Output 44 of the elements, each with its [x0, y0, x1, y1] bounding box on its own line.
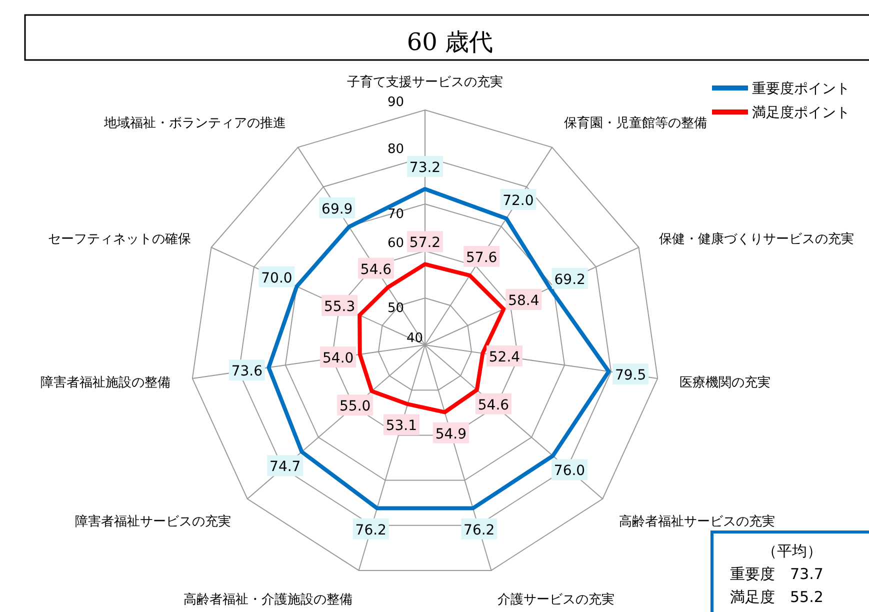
data-label: 79.5 — [614, 368, 646, 384]
legend-label: 満足度ポイント — [752, 105, 850, 121]
data-label: 76.2 — [464, 522, 495, 538]
data-label: 69.9 — [322, 201, 353, 218]
spoke-label: 高齢者福祉サービスの充実 — [619, 513, 776, 530]
y-tick-label: 50 — [387, 301, 404, 316]
data-label: 55.3 — [324, 298, 356, 315]
data-label: 76.2 — [355, 522, 386, 538]
spoke-label: 子育て支援サービスの充実 — [347, 74, 503, 90]
legend-label: 重要度ポイント — [752, 81, 850, 97]
chart-title: 60 歳代 — [406, 28, 494, 56]
spoke-label: 介護サービスの充実 — [497, 592, 614, 608]
spoke-label: 保育園・児童館等の整備 — [564, 114, 707, 131]
spoke-label: 地域福祉・ボランティアの推進 — [103, 116, 286, 131]
y-tick-label: 90 — [387, 95, 404, 110]
data-label: 73.2 — [409, 160, 441, 176]
y-tick-label: 80 — [387, 142, 404, 157]
data-label: 57.2 — [409, 235, 441, 252]
y-tick-label: 60 — [387, 236, 404, 251]
data-label: 54.6 — [360, 262, 392, 278]
data-label: 58.4 — [508, 292, 540, 309]
data-label: 55.0 — [340, 398, 371, 415]
spoke-label: 保健・健康づくりサービスの充実 — [658, 231, 854, 248]
data-label: 74.7 — [270, 459, 301, 476]
average-box: （平均） 重要度 73.7 満足度 55.2 — [710, 530, 869, 612]
data-label: 72.0 — [502, 192, 534, 209]
data-label: 73.6 — [231, 364, 263, 380]
data-label: 54.6 — [478, 397, 510, 414]
y-tick-label: 40 — [406, 331, 423, 346]
spoke-label: 医療機関の充実 — [679, 374, 770, 391]
data-label: 57.6 — [466, 250, 498, 266]
data-label: 69.2 — [554, 272, 586, 288]
data-label: 53.1 — [386, 418, 418, 434]
data-label: 54.0 — [322, 350, 354, 366]
spoke-label: 障害者福祉サービスの充実 — [74, 513, 231, 530]
data-label: 52.4 — [488, 349, 520, 366]
spoke-label: セーフティネットの確保 — [48, 232, 192, 248]
data-label: 54.9 — [435, 426, 467, 442]
spoke-label: 障害者福祉施設の整備 — [40, 374, 171, 391]
data-label: 76.0 — [554, 463, 586, 480]
spoke-label: 高齢者福祉・介護施設の整備 — [184, 592, 353, 608]
data-label: 70.0 — [261, 270, 292, 286]
title: 60 歳代 — [24, 14, 869, 61]
y-tick-label: 70 — [387, 207, 404, 222]
